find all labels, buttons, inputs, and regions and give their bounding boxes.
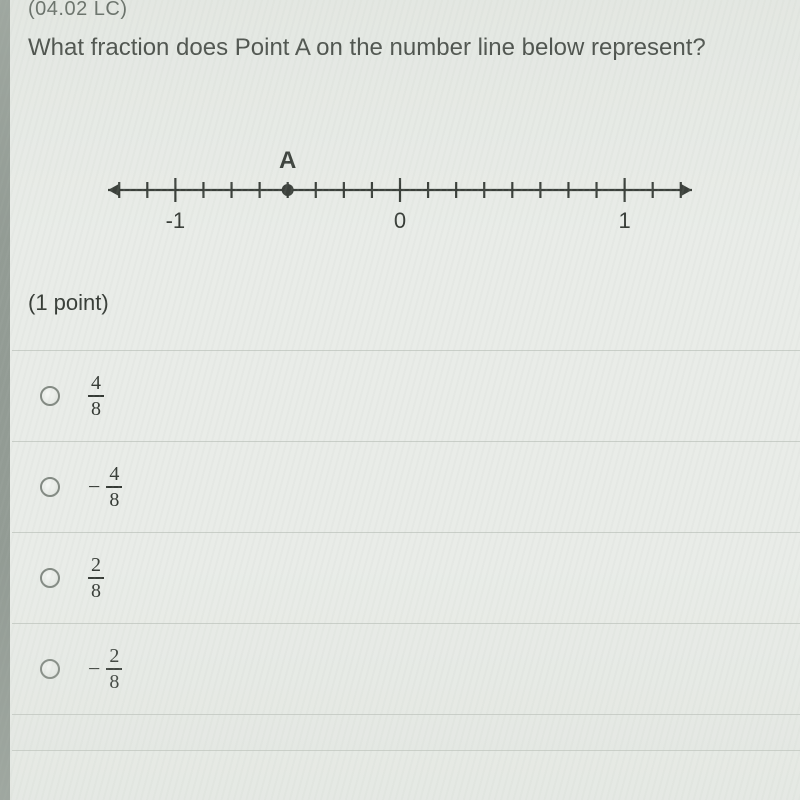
- fraction: 48: [106, 464, 122, 510]
- answer-option[interactable]: 28: [12, 532, 800, 623]
- fraction-denominator: 8: [89, 399, 103, 419]
- fraction: 28: [88, 555, 104, 601]
- bottom-band: [12, 750, 800, 800]
- fraction: 28: [106, 646, 122, 692]
- minus-sign: −: [88, 656, 100, 682]
- fraction-bar: [88, 395, 104, 397]
- fraction-denominator: 8: [107, 672, 121, 692]
- answer-value: −48: [88, 464, 122, 510]
- radio-icon[interactable]: [40, 568, 60, 588]
- fraction-denominator: 8: [107, 490, 121, 510]
- left-border: [0, 0, 10, 800]
- answer-option[interactable]: 48: [12, 350, 800, 441]
- fraction-numerator: 4: [107, 464, 121, 484]
- number-line-svg: -1 0 1 A: [90, 135, 710, 255]
- fraction-bar: [88, 577, 104, 579]
- minus-sign: −: [88, 474, 100, 500]
- number-line: -1 0 1 A: [90, 135, 710, 255]
- header-code: (04.02 LC): [28, 0, 128, 21]
- answer-value: 28: [88, 555, 104, 601]
- fraction-denominator: 8: [89, 581, 103, 601]
- fraction-bar: [106, 486, 122, 488]
- fraction-numerator: 4: [89, 373, 103, 393]
- svg-text:0: 0: [394, 208, 406, 233]
- answer-option[interactable]: −48: [12, 441, 800, 532]
- answer-list: 48−4828−28: [12, 350, 800, 715]
- fraction-bar: [106, 668, 122, 670]
- points-label: (1 point): [28, 290, 109, 316]
- fraction-numerator: 2: [107, 646, 121, 666]
- question-text: What fraction does Point A on the number…: [28, 32, 780, 64]
- svg-text:-1: -1: [166, 208, 186, 233]
- radio-icon[interactable]: [40, 659, 60, 679]
- fraction: 48: [88, 373, 104, 419]
- answer-option[interactable]: −28: [12, 623, 800, 715]
- svg-text:1: 1: [618, 208, 630, 233]
- answer-value: −28: [88, 646, 122, 692]
- radio-icon[interactable]: [40, 477, 60, 497]
- radio-icon[interactable]: [40, 386, 60, 406]
- answer-value: 48: [88, 373, 104, 419]
- svg-text:A: A: [279, 147, 296, 174]
- fraction-numerator: 2: [89, 555, 103, 575]
